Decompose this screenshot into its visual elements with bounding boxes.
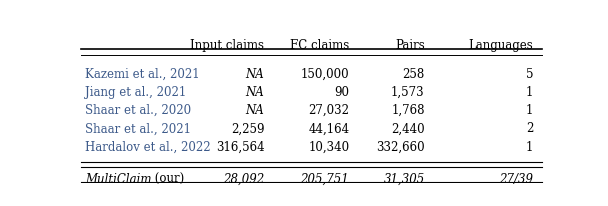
Text: 28,092: 28,092: [223, 173, 264, 186]
Text: Jiang et al., 2021: Jiang et al., 2021: [85, 86, 187, 99]
Text: 1,573: 1,573: [391, 86, 424, 99]
Text: 1,768: 1,768: [391, 104, 424, 117]
Text: 2,440: 2,440: [391, 122, 424, 135]
Text: 205,751: 205,751: [300, 173, 349, 186]
Text: 1: 1: [526, 140, 533, 153]
Text: 31,305: 31,305: [384, 173, 424, 186]
Text: Shaar et al., 2021: Shaar et al., 2021: [85, 122, 192, 135]
Text: (our): (our): [151, 173, 185, 186]
Text: NA: NA: [246, 68, 264, 81]
Text: Pairs: Pairs: [395, 39, 424, 52]
Text: Kazemi et al., 2021: Kazemi et al., 2021: [85, 68, 200, 81]
Text: 150,000: 150,000: [301, 68, 349, 81]
Text: NA: NA: [246, 86, 264, 99]
Text: 316,564: 316,564: [216, 140, 264, 153]
Text: 10,340: 10,340: [308, 140, 349, 153]
Text: 27/39: 27/39: [499, 173, 533, 186]
Text: 332,660: 332,660: [376, 140, 424, 153]
Text: 258: 258: [402, 68, 424, 81]
Text: 1: 1: [526, 104, 533, 117]
Text: 2,259: 2,259: [231, 122, 264, 135]
Text: MultiClaim: MultiClaim: [85, 173, 152, 186]
Text: Input claims: Input claims: [190, 39, 264, 52]
Text: 1: 1: [526, 86, 533, 99]
Text: 90: 90: [334, 86, 349, 99]
Text: 5: 5: [525, 68, 533, 81]
Text: 44,164: 44,164: [308, 122, 349, 135]
Text: 27,032: 27,032: [308, 104, 349, 117]
Text: Hardalov et al., 2022: Hardalov et al., 2022: [85, 140, 211, 153]
Text: NA: NA: [246, 104, 264, 117]
Text: Languages: Languages: [468, 39, 533, 52]
Text: Shaar et al., 2020: Shaar et al., 2020: [85, 104, 192, 117]
Text: 2: 2: [526, 122, 533, 135]
Text: FC claims: FC claims: [290, 39, 349, 52]
